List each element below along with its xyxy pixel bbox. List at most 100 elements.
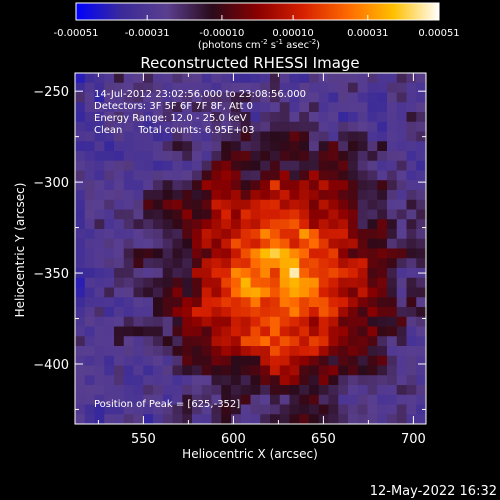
heatmap-cell (289, 112, 300, 123)
heatmap-cell (377, 180, 388, 191)
heatmap-cell (172, 141, 183, 152)
heatmap-cell (123, 277, 135, 289)
heatmap-cell (260, 258, 271, 269)
heatmap-cell (270, 209, 281, 220)
heatmap-cell (133, 238, 144, 250)
heatmap-cell (309, 131, 320, 142)
heatmap-cell (348, 375, 359, 386)
heatmap-cell (94, 268, 105, 279)
heatmap-cell (289, 92, 300, 103)
heatmap-cell (416, 73, 426, 84)
heatmap-cell (104, 170, 115, 181)
heatmap-cell (114, 365, 125, 376)
heatmap-cell (299, 199, 310, 211)
heatmap-cell (84, 73, 96, 84)
heatmap-cell (328, 82, 339, 94)
heatmap-cell (201, 307, 213, 318)
heatmap-cell (133, 121, 144, 133)
heatmap-cell (192, 248, 203, 259)
heatmap-cell (192, 268, 203, 279)
heatmap-cell (309, 141, 320, 152)
heatmap-cell (172, 414, 183, 424)
heatmap-cell (114, 151, 125, 162)
heatmap-cell (104, 346, 115, 357)
heatmap-cell (396, 131, 408, 142)
heatmap-cell (240, 277, 252, 289)
heatmap-cell (182, 287, 193, 298)
heatmap-cell (289, 307, 300, 318)
y-tick-label: −300 (33, 176, 69, 191)
heatmap-cell (162, 219, 174, 230)
heatmap-cell (406, 82, 417, 94)
heatmap-cell (182, 180, 193, 191)
heatmap-cell (406, 229, 417, 240)
heatmap-cell (250, 219, 261, 230)
heatmap-cell (328, 121, 339, 133)
heatmap-cell (153, 248, 164, 259)
heatmap-cell (221, 394, 232, 406)
heatmap-cell (387, 326, 398, 337)
heatmap-cell (211, 73, 222, 84)
heatmap-cell (153, 229, 164, 240)
heatmap-cell (231, 112, 242, 123)
heatmap-cell (338, 385, 349, 396)
heatmap-cell (357, 355, 369, 367)
heatmap-cell (211, 160, 222, 172)
heatmap-cell (104, 307, 115, 318)
heatmap-cell (270, 219, 281, 230)
heatmap-cell (221, 346, 232, 357)
heatmap-cell (211, 297, 222, 308)
heatmap-cell (231, 180, 242, 191)
heatmap-cell (250, 404, 261, 415)
heatmap-cell (396, 219, 408, 230)
heatmap-cell (240, 268, 252, 279)
heatmap-cell (416, 209, 426, 220)
heatmap-cell (377, 209, 388, 220)
heatmap-cell (162, 404, 174, 415)
heatmap-cell (318, 190, 330, 201)
heatmap-cell (94, 365, 105, 376)
heatmap-cell (84, 151, 96, 162)
info-line-time: 14-Jul-2012 23:02:56.000 to 23:08:56.000 (94, 89, 306, 100)
heatmap-cell (377, 190, 388, 201)
heatmap-cell (75, 375, 86, 386)
heatmap-cell (338, 219, 349, 230)
heatmap-cell (279, 102, 291, 113)
heatmap-cell (367, 365, 378, 376)
x-tick-label: 600 (221, 432, 246, 447)
heatmap-cell (357, 209, 369, 220)
heatmap-cell (182, 112, 193, 123)
heatmap-cell (201, 404, 213, 415)
heatmap-cell (299, 287, 310, 298)
heatmap-cell (318, 92, 330, 103)
heatmap-cell (406, 190, 417, 201)
heatmap-cell (406, 385, 417, 396)
heatmap-cell (172, 394, 183, 406)
heatmap-cell (114, 355, 125, 367)
heatmap-cell (104, 151, 115, 162)
heatmap-cell (143, 238, 154, 250)
heatmap-cell (182, 248, 193, 259)
heatmap-cell (75, 209, 86, 220)
heatmap-cell (289, 346, 300, 357)
heatmap-cell (289, 316, 300, 328)
heatmap-cell (416, 151, 426, 162)
heatmap-cell (162, 82, 174, 94)
heatmap-cell (231, 92, 242, 103)
heatmap-cell (328, 199, 339, 211)
heatmap-cell (309, 92, 320, 103)
heatmap-cell (309, 229, 320, 240)
heatmap-cell (387, 151, 398, 162)
heatmap-cell (114, 268, 125, 279)
heatmap-cell (153, 219, 164, 230)
heatmap-cell (367, 121, 378, 133)
heatmap-cell (221, 102, 232, 113)
heatmap-cell (338, 248, 349, 259)
heatmap-cell (396, 287, 408, 298)
heatmap-cell (240, 326, 252, 337)
heatmap-cell (396, 102, 408, 113)
heatmap-cell (75, 307, 86, 318)
heatmap-cell (201, 160, 213, 172)
heatmap-cell (221, 375, 232, 386)
heatmap-cell (133, 297, 144, 308)
